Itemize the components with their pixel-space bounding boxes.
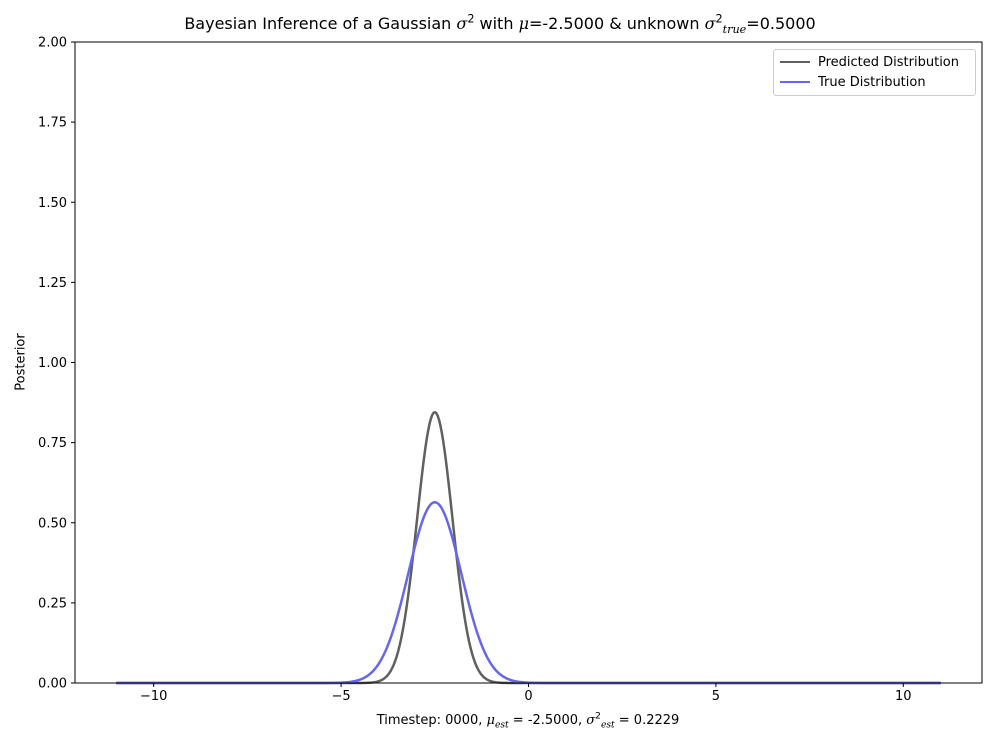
x-axis-label: Timestep: 0000, μest = -2.5000, σ2est = … (376, 711, 680, 731)
x-tick-label: −5 (332, 689, 351, 704)
legend-label-predicted: Predicted Distribution (818, 54, 960, 70)
y-tick-label: 2.00 (38, 36, 67, 51)
y-tick-label: 1.75 (38, 116, 67, 131)
y-tick-label: 0.00 (38, 677, 67, 692)
axes-layer: −10 −5 0 5 10 0.00 0.25 0.50 0.75 1.00 1.25 1.50 1.7… (38, 36, 983, 704)
y-tick-label: 0.25 (38, 596, 67, 611)
y-tick-label: 1.00 (38, 356, 67, 371)
y-tick-label: 0.50 (38, 516, 67, 531)
y-tick-label: 1.25 (38, 276, 67, 291)
x-tick-label: −10 (140, 689, 167, 704)
y-tick-label: 0.75 (38, 436, 67, 451)
series-layer (116, 410, 941, 685)
legend-swatch-predicted (780, 61, 810, 63)
x-tick-label: 5 (712, 689, 720, 704)
y-tick-label: 1.50 (38, 196, 67, 211)
legend-item-true: True Distribution (780, 72, 926, 92)
chart-title: Bayesian Inference of a Gaussian σ2 with… (184, 12, 816, 37)
x-tick-label: 0 (524, 689, 532, 704)
legend-item-predicted: Predicted Distribution (780, 52, 959, 72)
legend-swatch-true (780, 81, 810, 83)
x-tick-label: 10 (895, 689, 912, 704)
legend: Predicted Distribution True Distribution (773, 49, 976, 96)
series-line-1 (116, 501, 941, 685)
plot-frame (74, 41, 983, 684)
legend-label-true: True Distribution (818, 74, 926, 90)
series-line-0 (116, 410, 941, 685)
y-axis-label: Posterior (13, 333, 29, 391)
